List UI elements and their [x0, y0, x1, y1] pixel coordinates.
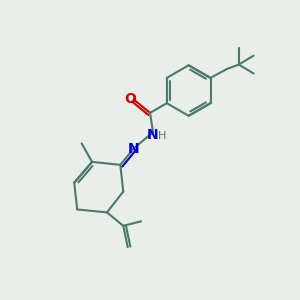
Text: H: H	[158, 131, 167, 141]
Text: O: O	[124, 92, 136, 106]
Text: N: N	[127, 142, 139, 155]
Text: N: N	[147, 128, 159, 142]
